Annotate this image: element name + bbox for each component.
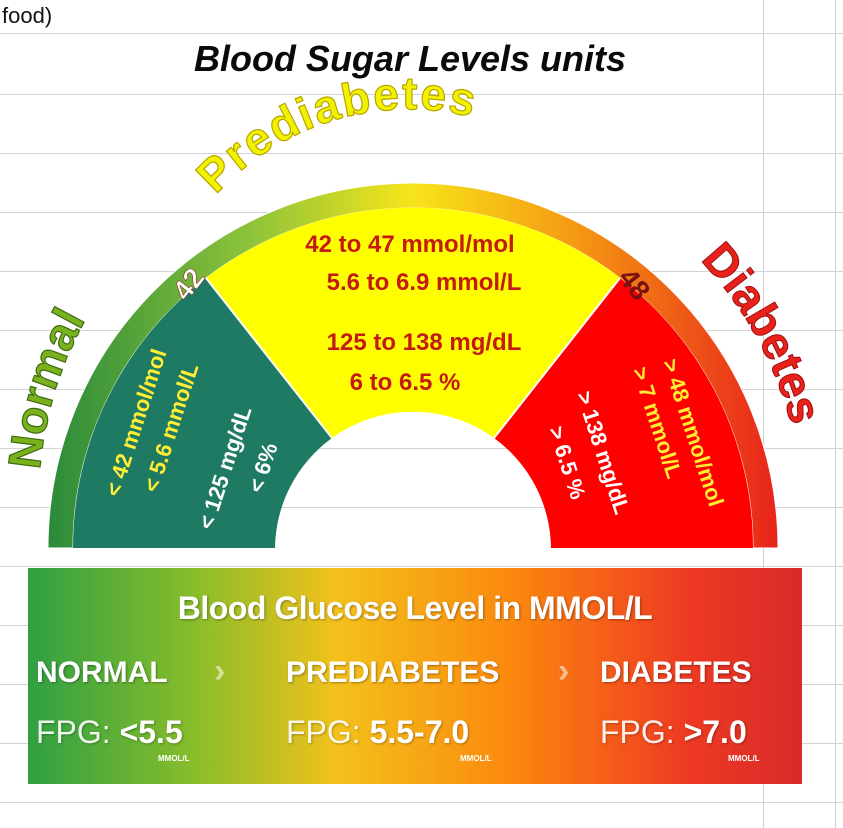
unit-label: MMOL/L <box>460 754 492 763</box>
fpg-diabetes: FPG: >7.0 <box>600 714 747 751</box>
prediabetes-arc-label: Prediabetes <box>186 67 482 202</box>
stage-diabetes: DIABETES <box>600 656 752 689</box>
fpg-label: FPG: <box>286 714 370 750</box>
pre-value-percent: 6 to 6.5 % <box>350 369 461 396</box>
fpg-value: <5.5 <box>119 714 183 750</box>
fpg-label: FPG: <box>600 714 684 750</box>
fpg-label: FPG: <box>36 714 120 750</box>
column-divider <box>835 0 836 828</box>
normal-zone <box>72 278 333 548</box>
unit-label: MMOL/L <box>728 754 760 763</box>
chevron-right-icon: › <box>558 652 570 690</box>
pre-value-mmoll: 5.6 to 6.9 mmol/L <box>327 269 522 296</box>
pre-value-mgdl: 125 to 138 mg/dL <box>327 329 522 356</box>
stage-normal: NORMAL <box>36 656 168 689</box>
fpg-prediabetes: FPG: 5.5-7.0 <box>286 714 469 751</box>
fpg-value: >7.0 <box>683 714 747 750</box>
column-divider <box>763 0 764 828</box>
banner-title: Blood Glucose Level in MMOL/L <box>177 590 653 626</box>
diabetes-zone <box>494 278 754 548</box>
chevron-right-icon: › <box>214 652 226 690</box>
fpg-normal: FPG: <5.5 <box>36 714 183 751</box>
page-title: Blood Sugar Levels units <box>193 38 627 79</box>
unit-label: MMOL/L <box>158 754 190 763</box>
blood-sugar-gauge: Normal Prediabetes Diabetes 42 48 42 to … <box>0 66 833 549</box>
pre-value-mmolmol: 42 to 47 mmol/mol <box>305 231 514 258</box>
fpg-value: 5.5-7.0 <box>369 714 470 750</box>
stage-prediabetes: PREDIABETES <box>286 656 500 689</box>
cell-text: food) <box>2 3 53 28</box>
prediabetes-zone <box>206 207 620 438</box>
glucose-level-banner: Blood Glucose Level in MMOL/L NORMAL › P… <box>28 568 802 784</box>
